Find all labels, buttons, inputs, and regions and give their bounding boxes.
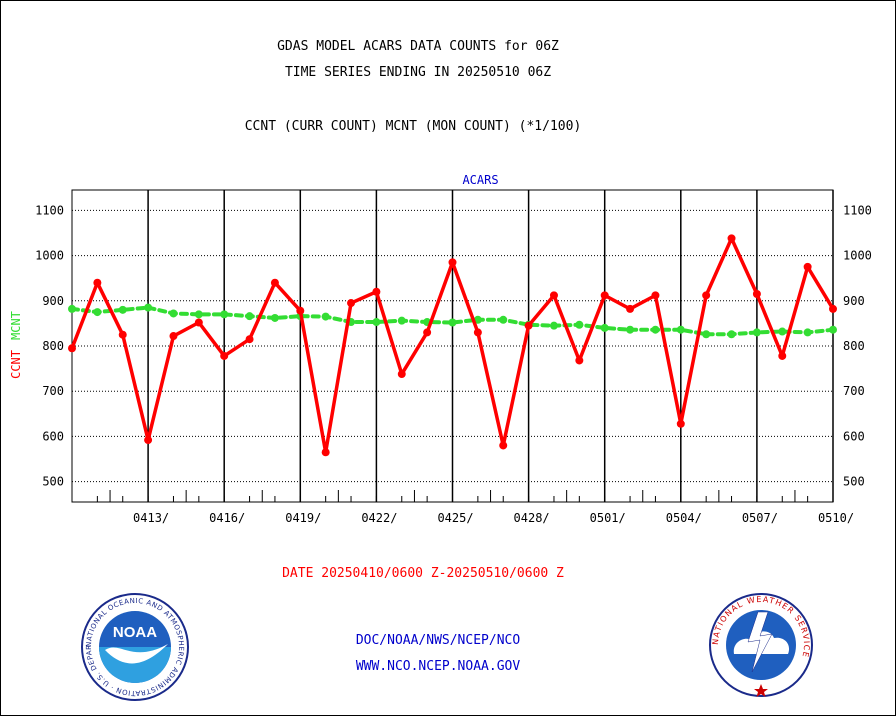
data-point-ccnt: [626, 304, 635, 313]
data-point-mcnt: [676, 325, 685, 334]
y-tick-label-right: 600: [843, 429, 865, 443]
data-point-mcnt: [829, 325, 837, 334]
data-point-ccnt: [245, 335, 254, 344]
data-point-ccnt: [347, 299, 356, 308]
y-tick-label-left: 1000: [35, 249, 64, 263]
data-point-mcnt: [118, 305, 127, 314]
y-tick-label-left: 500: [42, 475, 64, 489]
y-tick-label-right: 1100: [843, 203, 872, 217]
noaa-logo[interactable]: NATIONAL OCEANIC AND ATMOSPHERIC ADMINIS…: [80, 592, 190, 702]
y-tick-label-right: 700: [843, 384, 865, 398]
x-tick-label: 0501/: [590, 511, 626, 525]
data-point-ccnt: [118, 330, 127, 339]
data-point-mcnt: [270, 313, 279, 322]
data-point-ccnt: [68, 344, 76, 353]
x-tick-label: 0507/: [742, 511, 778, 525]
data-point-ccnt: [676, 419, 685, 428]
y-tick-label-right: 900: [843, 294, 865, 308]
data-point-ccnt: [829, 304, 837, 313]
x-tick-label: 0416/: [209, 511, 245, 525]
data-point-mcnt: [397, 316, 406, 325]
x-tick-label: 0422/: [361, 511, 397, 525]
data-point-ccnt: [194, 318, 203, 327]
data-point-mcnt: [778, 327, 787, 336]
data-point-ccnt: [752, 290, 761, 298]
data-point-ccnt: [600, 291, 609, 300]
chart-subtitle: CCNT (CURR COUNT) MCNT (MON COUNT) (*1/1…: [244, 119, 582, 134]
data-point-mcnt: [321, 312, 330, 321]
data-point-ccnt: [549, 291, 558, 300]
data-point-mcnt: [448, 318, 457, 327]
data-point-ccnt: [321, 448, 330, 457]
chart-title-line1: GDAS MODEL ACARS DATA COUNTS for 06Z: [277, 39, 559, 54]
y-axis-label-mcnt: MCNT: [9, 311, 23, 340]
data-point-mcnt: [499, 315, 508, 324]
noaa-wordmark: NOAA: [113, 624, 157, 641]
x-tick-label: 0419/: [285, 511, 321, 525]
data-point-ccnt: [803, 262, 812, 271]
data-point-ccnt: [169, 332, 178, 341]
data-point-ccnt: [727, 234, 736, 243]
data-point-ccnt: [448, 258, 457, 267]
data-point-ccnt: [575, 356, 584, 365]
chart-title-line2: TIME SERIES ENDING IN 20250510 06Z: [284, 65, 552, 80]
data-point-ccnt: [524, 321, 533, 330]
data-point-mcnt: [575, 320, 584, 329]
data-point-ccnt: [397, 370, 406, 379]
data-point-mcnt: [752, 328, 761, 337]
data-point-ccnt: [702, 291, 711, 300]
y-tick-label-right: 1000: [843, 249, 872, 263]
data-point-mcnt: [727, 330, 736, 339]
website-link[interactable]: WWW.NCO.NCEP.NOAA.GOV: [355, 659, 521, 674]
date-range-label: DATE 20250410/0600 Z-20250510/0600 Z: [282, 566, 564, 581]
x-tick-label: 0413/: [133, 511, 169, 525]
data-point-mcnt: [651, 325, 660, 334]
data-point-ccnt: [651, 291, 660, 300]
data-point-ccnt: [296, 306, 305, 315]
data-point-ccnt: [778, 351, 787, 360]
org-path-link[interactable]: DOC/NOAA/NWS/NCEP/NCO: [355, 633, 521, 648]
data-point-mcnt: [169, 309, 178, 318]
data-point-ccnt: [220, 351, 229, 360]
data-point-ccnt: [144, 436, 153, 445]
data-point-mcnt: [803, 328, 812, 337]
data-point-mcnt: [702, 330, 711, 339]
y-tick-label-left: 900: [42, 294, 64, 308]
data-point-mcnt: [144, 303, 153, 312]
data-point-mcnt: [549, 321, 558, 330]
y-tick-label-left: 700: [42, 384, 64, 398]
x-tick-label: 0510/: [818, 511, 854, 525]
y-tick-label-left: 1100: [35, 203, 64, 217]
y-tick-label-left: 800: [42, 339, 64, 353]
data-point-mcnt: [372, 318, 381, 327]
data-point-ccnt: [270, 278, 279, 287]
y-axis-label-ccnt: CCNT: [9, 350, 23, 379]
y-axis-label: CCNT MCNT: [9, 311, 23, 379]
data-point-ccnt: [499, 441, 508, 450]
data-point-mcnt: [600, 323, 609, 332]
panel-title: ACARS: [462, 173, 498, 187]
data-point-mcnt: [245, 312, 254, 321]
data-point-ccnt: [372, 287, 381, 296]
x-tick-label: 0504/: [666, 511, 702, 525]
nws-logo[interactable]: NATIONAL WEATHER SERVICE: [708, 592, 814, 698]
data-point-mcnt: [194, 310, 203, 319]
x-tick-label: 0425/: [437, 511, 473, 525]
data-point-mcnt: [93, 308, 102, 317]
data-point-mcnt: [68, 304, 76, 313]
data-point-ccnt: [93, 278, 102, 287]
x-tick-label: 0428/: [514, 511, 550, 525]
data-point-mcnt: [220, 310, 229, 319]
data-point-mcnt: [626, 325, 635, 334]
y-tick-label-right: 500: [843, 475, 865, 489]
y-tick-label-left: 600: [42, 429, 64, 443]
data-point-ccnt: [423, 328, 432, 337]
data-point-ccnt: [473, 328, 482, 337]
y-tick-label-right: 800: [843, 339, 865, 353]
